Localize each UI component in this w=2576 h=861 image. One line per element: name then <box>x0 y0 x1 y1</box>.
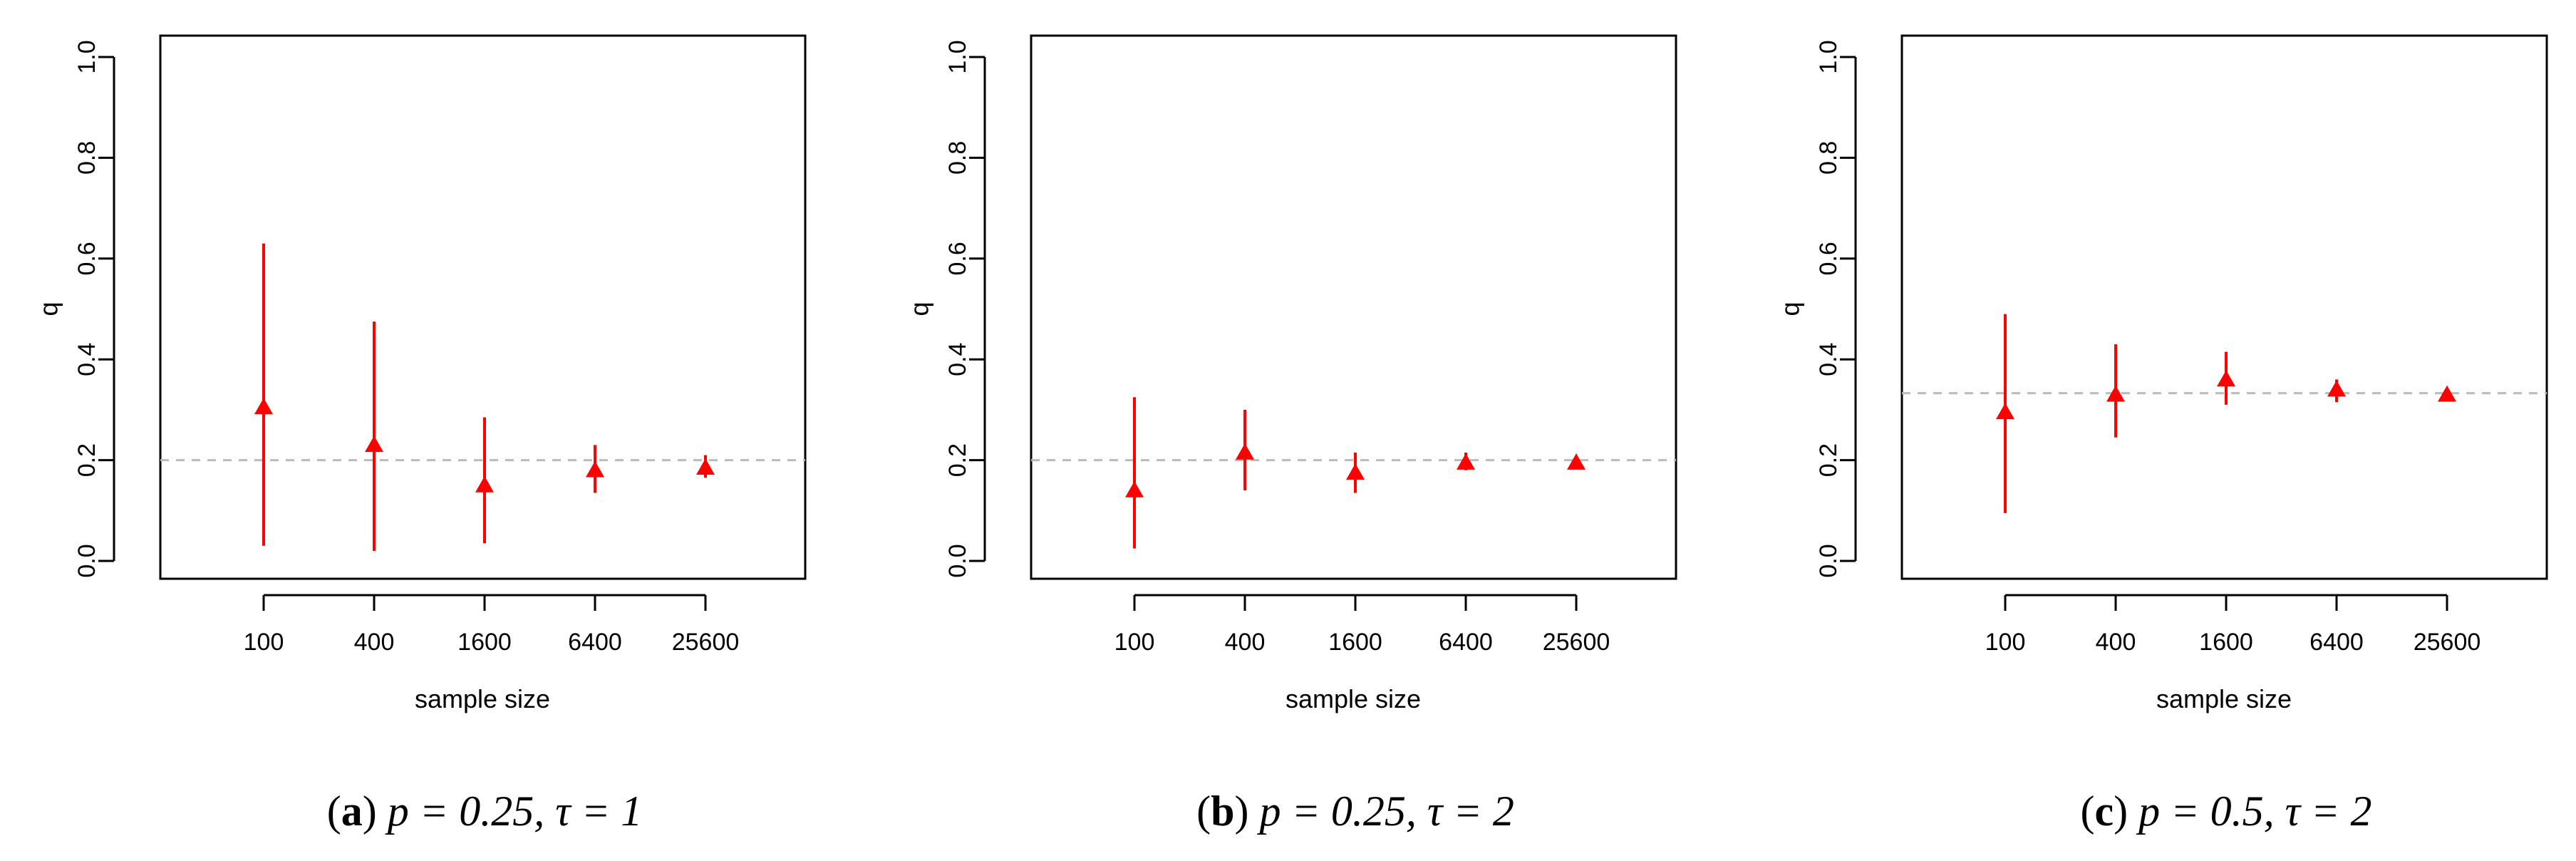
y-tick-label: 1.0 <box>73 40 100 73</box>
data-point-marker <box>1996 403 2014 420</box>
data-point-marker <box>2438 385 2456 402</box>
data-point-marker <box>254 398 273 415</box>
data-point-marker <box>475 475 494 493</box>
x-tick-label: 1600 <box>1328 629 1382 656</box>
x-tick-label: 100 <box>244 629 284 656</box>
y-tick-label: 0.0 <box>944 544 971 577</box>
chart-panel-1: 0.0 0.2 0.4 0.6 0.8 1.0 100 400 1600 6400 25600 sam… <box>34 34 807 835</box>
y-axis-title: q <box>34 301 63 316</box>
data-point-marker <box>1457 453 1475 470</box>
x-tick-label: 100 <box>1114 629 1155 656</box>
x-tick-label: 400 <box>354 629 395 656</box>
panel-caption: (a) p = 0.25, τ = 1 <box>327 788 642 835</box>
x-tick-label: 6400 <box>1439 629 1493 656</box>
data-point-marker <box>1125 481 1144 497</box>
chart-panel-2: 0.0 0.2 0.4 0.6 0.8 1.0 100 400 1600 6400 25600 sam… <box>905 34 1677 835</box>
y-axis-title: q <box>905 301 934 316</box>
y-tick-label: 0.2 <box>1815 443 1842 477</box>
y-tick-label: 1.0 <box>1815 40 1842 73</box>
data-point-marker <box>2217 370 2235 387</box>
y-tick-label: 0.6 <box>73 242 100 275</box>
y-tick-label: 0.8 <box>1815 141 1842 175</box>
panel-caption: (b) p = 0.25, τ = 2 <box>1196 788 1514 835</box>
y-tick-label: 0.8 <box>944 141 971 175</box>
data-point-marker <box>1236 443 1254 460</box>
plot-frame <box>159 34 807 580</box>
y-tick-label: 0.6 <box>1815 242 1842 275</box>
x-tick-label: 100 <box>1985 629 2026 656</box>
x-tick-label: 6400 <box>568 629 622 656</box>
y-tick-label: 0.4 <box>73 343 100 376</box>
y-tick-label: 0.0 <box>1815 544 1842 577</box>
x-tick-label: 1600 <box>457 629 512 656</box>
y-tick-label: 0.4 <box>1815 343 1842 376</box>
data-point-marker <box>365 435 383 453</box>
data-point-marker <box>2327 380 2346 397</box>
data-point-marker <box>1346 463 1365 480</box>
data-point-marker <box>696 458 715 475</box>
y-tick-label: 0.0 <box>73 544 100 577</box>
chart-panel-3: 0.0 0.2 0.4 0.6 0.8 1.0 100 400 1600 6400 25600 sam… <box>1776 34 2548 835</box>
x-tick-label: 25600 <box>2414 629 2481 656</box>
data-point-marker <box>1567 453 1586 470</box>
x-axis-title: sample size <box>1286 684 1421 713</box>
x-tick-label: 25600 <box>672 629 740 656</box>
y-axis-title: q <box>1776 301 1805 316</box>
y-tick-label: 0.4 <box>944 343 971 376</box>
panel-caption: (c) p = 0.5, τ = 2 <box>2080 788 2371 835</box>
data-point-marker <box>2106 385 2125 402</box>
data-point-marker <box>586 460 604 478</box>
y-tick-label: 0.8 <box>73 141 100 175</box>
y-tick-label: 1.0 <box>944 40 971 73</box>
y-tick-label: 0.2 <box>944 443 971 477</box>
x-tick-label: 25600 <box>1543 629 1610 656</box>
x-axis-title: sample size <box>2156 684 2292 713</box>
y-tick-label: 0.2 <box>73 443 100 477</box>
x-tick-label: 1600 <box>2199 629 2253 656</box>
plot-frame <box>1030 34 1677 580</box>
x-tick-label: 6400 <box>2309 629 2364 656</box>
plot-frame <box>1900 34 2548 580</box>
x-axis-title: sample size <box>415 684 550 713</box>
x-tick-label: 400 <box>2096 629 2136 656</box>
y-tick-label: 0.6 <box>944 242 971 275</box>
x-tick-label: 400 <box>1225 629 1266 656</box>
